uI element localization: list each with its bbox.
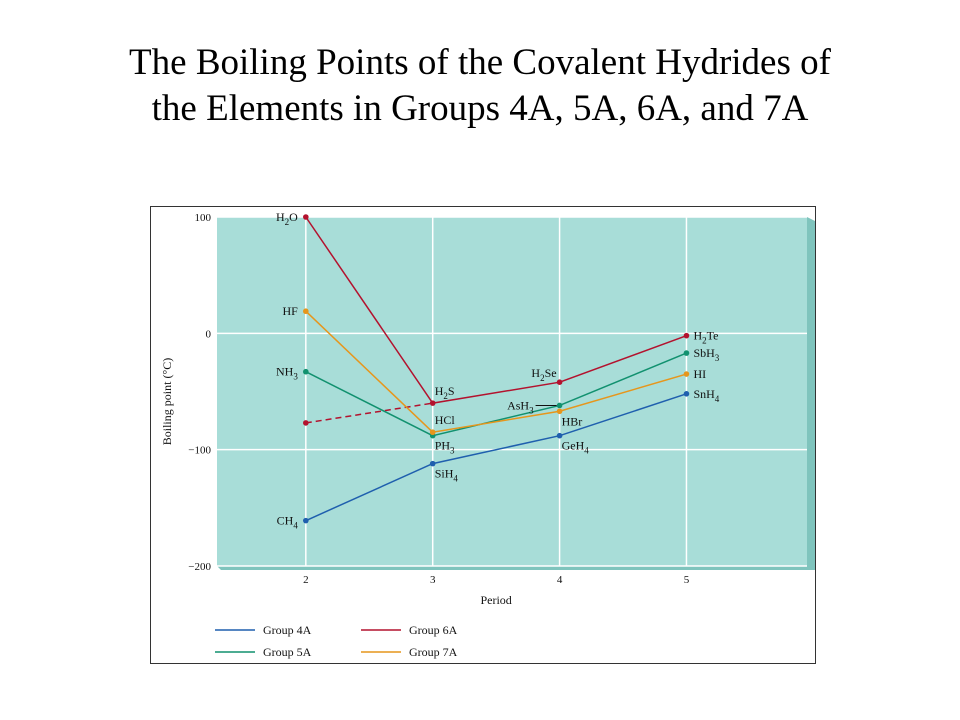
data-point-group-7a [429, 429, 436, 436]
point-label-suffix: Te [707, 329, 719, 343]
point-label-hbr: HBr [562, 414, 583, 428]
data-point-group-4a [303, 517, 309, 524]
point-label-base: SnH [693, 387, 715, 401]
x-tick-label: 3 [430, 574, 436, 586]
data-point-group-7a [556, 408, 563, 415]
point-label-base: SiH [435, 467, 454, 481]
point-label-hi: HI [693, 367, 706, 381]
point-label-base: AsH [507, 398, 529, 412]
slide-title: The Boiling Points of the Covalent Hydri… [0, 40, 960, 132]
point-label-subscript: 4 [293, 521, 298, 531]
y-tick-label: 0 [206, 328, 212, 340]
point-label-subscript: 2 [702, 336, 707, 346]
data-point-group-7a [683, 371, 690, 377]
point-label-base: SbH [693, 346, 715, 360]
data-point-group-6a [683, 332, 690, 339]
point-label-ash3: AsH3 [507, 398, 534, 415]
point-label-base: GeH [562, 439, 585, 453]
point-label-base: HCl [435, 413, 456, 427]
legend-label-group-6a: Group 6A [409, 623, 458, 637]
plot-area [217, 217, 807, 566]
point-label-ph3: PH3 [435, 439, 455, 456]
data-point-group-6a [556, 379, 563, 385]
point-label-base: CH [277, 514, 294, 528]
series-line-group-6a [305, 216, 687, 404]
point-label-suffix: O [289, 210, 298, 224]
point-label-sbh3: SbH3 [693, 346, 719, 363]
point-label-base: H [693, 329, 702, 343]
legend-label-group-4a: Group 4A [263, 623, 312, 637]
data-point-group-5a [556, 402, 563, 409]
data-point-group-5a [683, 350, 690, 356]
y-tick-label: −100 [188, 445, 211, 457]
data-point-group-6a [429, 400, 436, 406]
point-label-subscript: 4 [453, 474, 458, 484]
y-tick-label: 100 [195, 212, 212, 224]
point-label-subscript: 4 [715, 394, 720, 404]
data-point-group-6a [303, 214, 309, 220]
point-label-base: H [276, 210, 285, 224]
x-tick-label: 2 [303, 574, 309, 586]
point-label-hf: HF [282, 304, 298, 318]
point-label-h2se: H2Se [531, 366, 556, 383]
point-label-subscript: 3 [715, 353, 720, 363]
data-point-group-5a [303, 368, 309, 375]
point-label-geh4: GeH4 [562, 439, 590, 456]
legend-label-group-7a: Group 7A [409, 645, 458, 659]
legend-label-group-5a: Group 5A [263, 645, 312, 659]
point-label-snh4: SnH4 [693, 387, 719, 404]
point-label-nh3: NH3 [276, 365, 298, 382]
point-label-h2s: H2S [435, 384, 455, 401]
point-label-hcl: HCl [435, 413, 456, 427]
series-line-group-5a [305, 352, 687, 437]
point-label-subscript: 3 [529, 405, 534, 415]
point-label-base: HF [282, 304, 298, 318]
extrapolated-point-group-6a [303, 420, 309, 426]
point-label-subscript: 4 [584, 446, 589, 456]
point-label-subscript: 2 [540, 373, 545, 383]
point-label-subscript: 2 [443, 391, 448, 401]
slide-title-line-1: The Boiling Points of the Covalent Hydri… [129, 42, 831, 83]
point-label-subscript: 3 [450, 446, 455, 456]
point-label-sih4: SiH4 [435, 467, 459, 484]
series-line-group-7a [305, 310, 687, 434]
point-label-base: HBr [562, 414, 583, 428]
point-label-subscript: 3 [293, 372, 298, 382]
y-axis-label: Boiling point (°C) [160, 358, 174, 445]
data-point-group-4a [683, 391, 690, 397]
point-label-suffix: S [448, 384, 455, 398]
point-label-base: HI [693, 367, 706, 381]
point-label-base: H [531, 366, 540, 380]
point-label-base: NH [276, 365, 294, 379]
slide-title-line-2: the Elements in Groups 4A, 5A, 6A, and 7… [151, 88, 809, 129]
series-line-group-4a [305, 393, 687, 522]
data-point-group-4a [556, 432, 563, 439]
point-label-suffix: Se [545, 366, 557, 380]
x-tick-label: 5 [684, 574, 690, 586]
x-tick-label: 4 [557, 574, 563, 586]
chart-figure: 100 0 −100 −200 2 3 4 5 Period Boiling point (°C)… [150, 206, 816, 664]
x-axis-label: Period [480, 593, 511, 607]
point-label-base: H [435, 384, 444, 398]
point-label-subscript: 2 [285, 217, 290, 227]
data-point-group-7a [303, 308, 309, 315]
point-label-ch4: CH4 [277, 514, 299, 531]
point-label-base: PH [435, 439, 451, 453]
data-point-group-4a [429, 460, 436, 467]
point-label-h2te: H2Te [693, 329, 718, 346]
point-label-h2o: H2O [276, 210, 298, 227]
extrapolated-line-group-6a [305, 402, 433, 424]
y-tick-label: −200 [188, 561, 211, 573]
